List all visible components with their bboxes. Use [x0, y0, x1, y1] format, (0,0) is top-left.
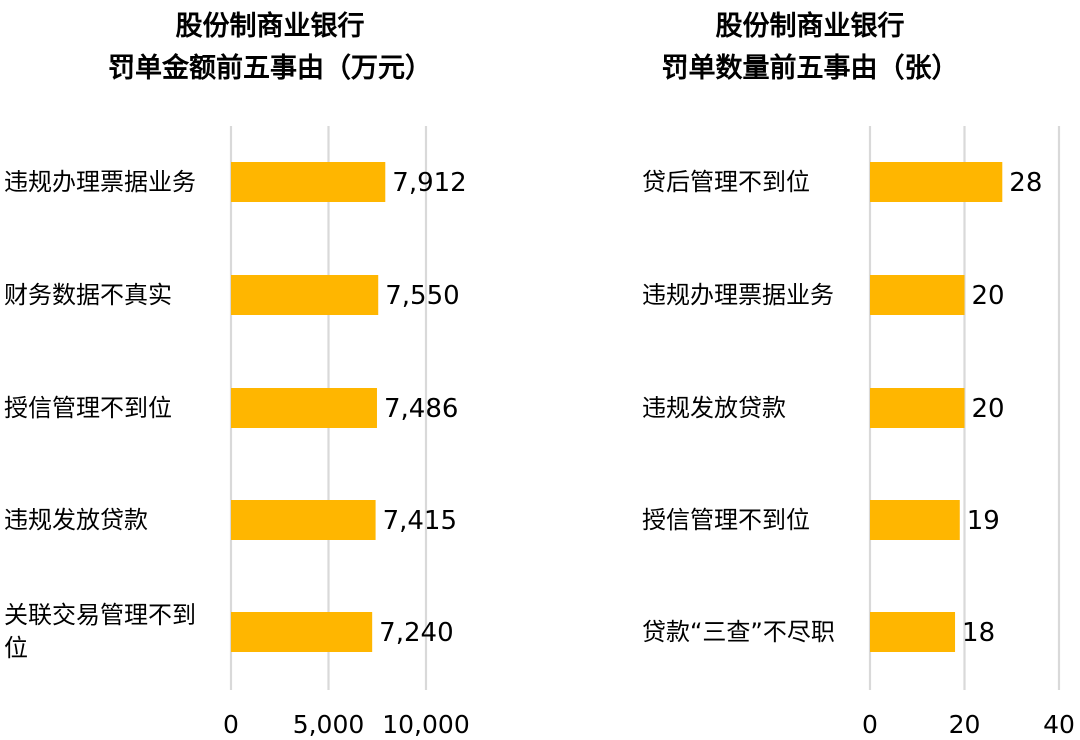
chart-title-line-1: 股份制商业银行 [715, 11, 905, 42]
bar [870, 162, 1003, 202]
bar [231, 162, 386, 202]
x-tick-label: 5,000 [293, 710, 365, 739]
x-tick-label: 0 [862, 710, 878, 739]
bar [231, 612, 373, 652]
x-tick-label: 20 [949, 710, 981, 739]
category-label: 关联交易管理不到位 [4, 601, 196, 662]
data-label: 7,415 [383, 506, 457, 536]
bar [870, 612, 956, 652]
category-label: 财务数据不真实 [4, 280, 172, 309]
chart-amount-plot: 0 5,000 10,000 7,912 7,550 7,486 7,415 7,240 [223, 126, 470, 739]
chart-title-line-2: 罚单数量前五事由（张） [661, 53, 959, 84]
category-label: 贷后管理不到位 [642, 167, 810, 196]
category-label: 违规办理票据业务 [4, 167, 196, 196]
chart-title: 股份制商业银行 罚单金额前五事由（万元） [0, 6, 540, 90]
data-label: 28 [1009, 168, 1042, 198]
x-tick-label: 10,000 [382, 710, 469, 739]
data-label: 7,550 [385, 281, 459, 311]
data-label: 18 [962, 618, 995, 648]
bar [231, 388, 377, 428]
chart-title-line-1: 股份制商业银行 [175, 11, 365, 42]
data-label: 20 [972, 281, 1005, 311]
category-label: 违规发放贷款 [4, 505, 148, 534]
bar [870, 500, 960, 540]
category-label: 贷款“三查”不尽职 [642, 617, 835, 646]
data-label: 20 [972, 394, 1005, 424]
chart-count-plot: 0 20 40 28 20 20 19 18 [862, 126, 1075, 739]
bar [870, 388, 965, 428]
bar [231, 500, 376, 540]
x-tick-label: 0 [223, 710, 239, 739]
data-label: 7,912 [392, 168, 466, 198]
category-label: 违规办理票据业务 [642, 280, 834, 309]
bar [870, 275, 965, 315]
chart-title: 股份制商业银行 罚单数量前五事由（张） [540, 6, 1080, 90]
data-label: 19 [967, 506, 1000, 536]
chart-count-panel: 股份制商业银行 罚单数量前五事由（张） 0 20 40 28 20 20 19 18 贷后管理… [540, 0, 1080, 740]
data-label: 7,240 [379, 618, 453, 648]
bar [231, 275, 379, 315]
chart-title-line-2: 罚单金额前五事由（万元） [108, 53, 432, 84]
category-label: 授信管理不到位 [642, 505, 810, 534]
chart-amount-panel: 股份制商业银行 罚单金额前五事由（万元） 0 5,000 10,000 7,912 7,… [0, 6, 540, 739]
x-tick-label: 40 [1043, 710, 1075, 739]
category-label: 违规发放贷款 [642, 393, 786, 422]
data-label: 7,486 [384, 394, 458, 424]
category-label: 授信管理不到位 [4, 393, 172, 422]
